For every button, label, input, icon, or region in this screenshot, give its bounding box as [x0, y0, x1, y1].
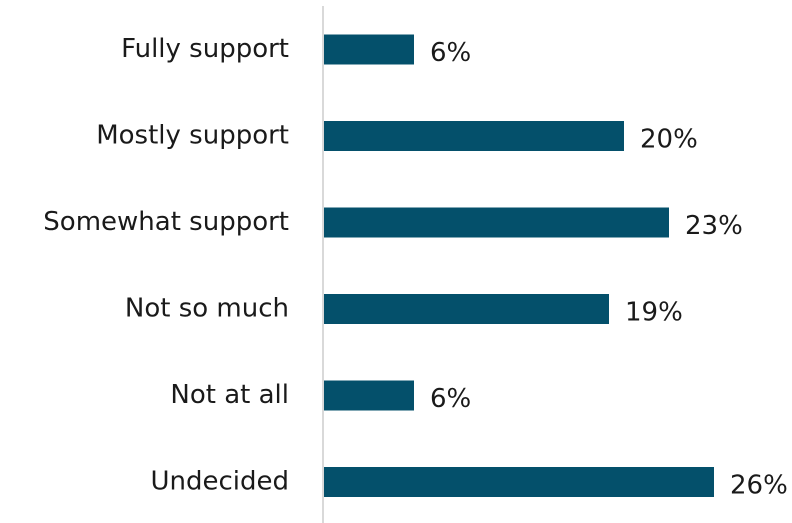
- value-label-fully-support: 6%: [430, 38, 471, 68]
- bar-somewhat-support: [324, 207, 669, 238]
- value-label-somewhat-support: 23%: [685, 211, 743, 241]
- value-label-undecided: 26%: [730, 471, 788, 501]
- bar-fully-support: [324, 34, 414, 65]
- bars-group: Fully support 6% Mostly support 20% Somewhat…: [43, 34, 788, 501]
- bar-undecided: [324, 467, 714, 497]
- bar-not-at-all: [324, 380, 414, 411]
- category-label-undecided: Undecided: [150, 467, 289, 497]
- category-label-somewhat-support: Somewhat support: [43, 207, 289, 237]
- category-label-mostly-support: Mostly support: [96, 121, 289, 151]
- bar-not-so-much: [324, 294, 609, 324]
- value-label-not-at-all: 6%: [430, 384, 471, 414]
- value-label-not-so-much: 19%: [625, 298, 683, 328]
- value-label-mostly-support: 20%: [640, 125, 698, 155]
- category-label-not-so-much: Not so much: [125, 294, 289, 324]
- category-label-not-at-all: Not at all: [170, 380, 289, 410]
- bar-mostly-support: [324, 121, 624, 151]
- category-label-fully-support: Fully support: [121, 34, 289, 64]
